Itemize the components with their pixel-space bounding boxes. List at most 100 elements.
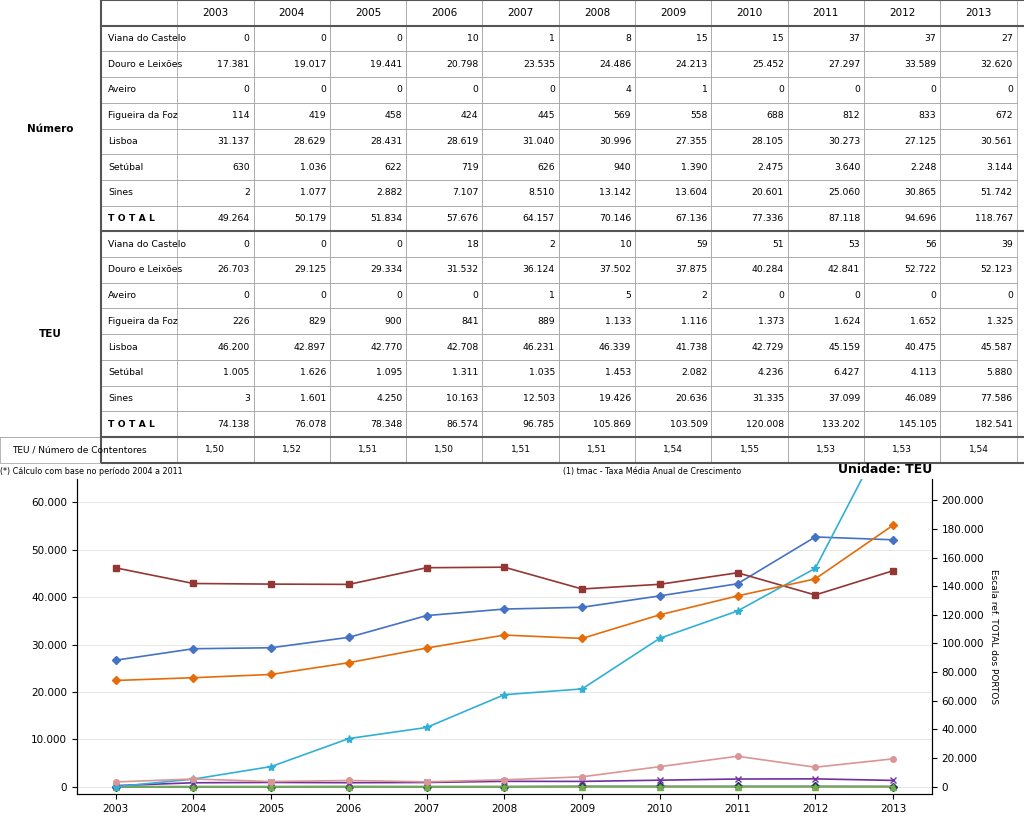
Bar [330, 0, 407, 26]
Text: 45.159: 45.159 [828, 343, 860, 351]
Text: 841: 841 [461, 317, 478, 326]
Bar [101, 155, 246, 180]
Text: Lisboa: Lisboa [109, 343, 138, 351]
Bar [864, 334, 940, 360]
Text: 6.427: 6.427 [834, 368, 860, 377]
Text: 49.264: 49.264 [217, 214, 250, 223]
Text: 1.453: 1.453 [605, 368, 631, 377]
Text: 833: 833 [919, 111, 937, 120]
Bar [330, 129, 407, 155]
Douro e Leixões [575, 602, 588, 612]
Text: 42.708: 42.708 [446, 343, 478, 351]
Text: 30.996: 30.996 [599, 137, 631, 146]
Text: 46.339: 46.339 [599, 343, 631, 351]
Text: 37.875: 37.875 [676, 265, 708, 275]
Text: 57.676: 57.676 [446, 214, 478, 223]
Bar [864, 155, 940, 180]
Text: 626: 626 [538, 163, 555, 171]
Text: 2007: 2007 [508, 8, 534, 18]
Text: 0: 0 [244, 239, 250, 249]
Text: 20.798: 20.798 [446, 60, 478, 69]
Bar [559, 283, 635, 308]
Bar [940, 308, 1017, 334]
Text: 76.078: 76.078 [294, 420, 326, 428]
Bar [787, 360, 864, 386]
Bar [940, 77, 1017, 102]
Aveiro [731, 782, 743, 792]
Bar [254, 360, 330, 386]
Text: 1.373: 1.373 [758, 317, 784, 326]
Bar [177, 334, 254, 360]
Bar [787, 180, 864, 206]
Bar [254, 231, 330, 257]
Bar [940, 360, 1017, 386]
Bar [787, 26, 864, 51]
Bar [407, 386, 482, 412]
Bar [635, 129, 712, 155]
Text: 1,54: 1,54 [664, 445, 683, 454]
Bar [864, 0, 940, 26]
T O T A L [265, 669, 278, 680]
T O T A L [187, 673, 200, 683]
Figueira da Foz [887, 775, 899, 785]
Line: Lisboa: Lisboa [113, 564, 896, 598]
Text: 7.107: 7.107 [453, 188, 478, 197]
Text: 114: 114 [232, 111, 250, 120]
Bar [940, 283, 1017, 308]
Text: 0: 0 [473, 291, 478, 300]
Bar [177, 308, 254, 334]
Bar [177, 77, 254, 102]
Text: 2012: 2012 [889, 8, 915, 18]
Text: 118.767: 118.767 [975, 214, 1013, 223]
Bar [864, 360, 940, 386]
Aveiro [887, 782, 899, 792]
Text: 445: 445 [538, 111, 555, 120]
Text: Viana do Castelo: Viana do Castelo [109, 239, 186, 249]
Aveiro [110, 782, 122, 792]
Bar [0, 206, 101, 231]
Text: 19.426: 19.426 [599, 394, 631, 403]
Setúbal [499, 774, 511, 785]
Text: 0: 0 [396, 239, 402, 249]
Bar [177, 360, 254, 386]
Bar [0, 437, 246, 463]
Figueira da Foz [653, 775, 666, 785]
Text: 829: 829 [308, 317, 326, 326]
Text: 30.561: 30.561 [981, 137, 1013, 146]
Text: 4.236: 4.236 [758, 368, 784, 377]
Text: 0: 0 [396, 34, 402, 43]
Bar [0, 26, 101, 231]
Bar [0, 129, 101, 155]
Text: 4: 4 [626, 86, 631, 94]
Text: 52.123: 52.123 [981, 265, 1013, 275]
Text: 0: 0 [244, 291, 250, 300]
Sines [110, 782, 122, 792]
Aveiro [265, 782, 278, 792]
Text: 1,51: 1,51 [587, 445, 607, 454]
Bar [787, 437, 864, 463]
Bar [482, 412, 559, 437]
Bar [940, 334, 1017, 360]
Text: 0: 0 [473, 86, 478, 94]
Bar [940, 180, 1017, 206]
Sines [499, 690, 511, 700]
Text: 1.652: 1.652 [910, 317, 937, 326]
Bar [864, 386, 940, 412]
Bar [940, 231, 1017, 257]
Bar [177, 206, 254, 231]
Bar [407, 257, 482, 283]
Text: 3.640: 3.640 [834, 163, 860, 171]
Text: 74.138: 74.138 [217, 420, 250, 428]
Sines [265, 762, 278, 772]
Setúbal [653, 762, 666, 772]
Text: 1.035: 1.035 [528, 368, 555, 377]
Text: 889: 889 [538, 317, 555, 326]
Text: 2005: 2005 [355, 8, 381, 18]
T O T A L [653, 610, 666, 620]
Text: 0: 0 [778, 291, 784, 300]
Setúbal [110, 777, 122, 787]
Bar [482, 180, 559, 206]
Y-axis label: Escala ref. TOTAL dos PORTOS: Escala ref. TOTAL dos PORTOS [989, 569, 998, 704]
Bar [635, 102, 712, 129]
Bar [330, 360, 407, 386]
